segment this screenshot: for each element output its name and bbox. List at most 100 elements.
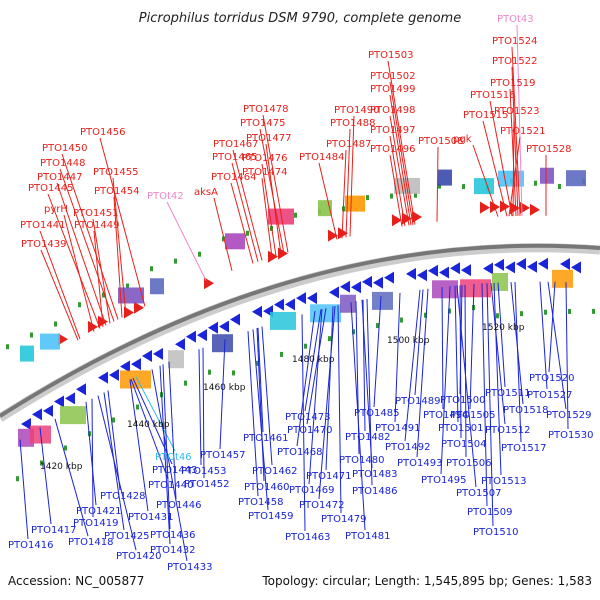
forward-gene-label: PTO1497 [370,125,415,136]
tick-mark-top [198,251,201,257]
tick-mark-bottom [352,329,355,335]
leader-line [318,162,338,240]
protein-domain-block [432,280,458,299]
leader-line [296,310,316,447]
leader-line [168,361,177,500]
reverse-gene-arrow [208,321,218,334]
leader-line [230,182,254,264]
reverse-gene-label: PTO1468 [277,447,322,458]
protein-domain-block [345,195,365,212]
forward-gene-label: PTO1449 [74,220,119,231]
leader-line [389,94,412,226]
reverse-gene-label: PTO1511 [485,388,530,399]
forward-gene-label: PTO1490 [334,105,379,116]
leader-line [247,331,259,497]
reverse-gene-label: PTO1457 [200,450,245,461]
forward-gene-arrow [328,229,338,242]
protein-domain-block [168,350,184,369]
leader-line [389,154,403,227]
leader-line [91,398,94,518]
reverse-gene-label: PTOt46 [155,452,192,463]
reverse-gene-arrow [54,395,64,408]
reverse-gene-arrow [21,417,31,430]
tick-mark-top [390,193,393,199]
leader-line [469,284,475,410]
tick-mark-bottom [40,460,43,466]
leader-line [493,282,502,476]
forward-gene-label: PTO1516 [470,90,515,101]
leader-line [135,376,176,452]
reverse-gene-label: PTO1453 [181,466,226,477]
reverse-gene-arrow [571,261,581,274]
reverse-gene-arrow [340,280,350,293]
reverse-gene-label: PTO1505 [450,410,495,421]
tick-mark-top [126,283,129,289]
leader-line [440,286,451,475]
reverse-gene-arrow [373,276,383,289]
scale-label: 1480 kbp [292,355,335,365]
leader-line [113,196,123,318]
leader-line [349,115,355,237]
protein-domain-block [150,278,164,295]
reverse-gene-label: PTO1494 [423,410,468,421]
leader-line [231,162,259,262]
protein-domain-block [40,333,60,350]
reverse-gene-arrow [197,329,207,342]
leader-line [394,292,401,423]
forward-gene-label: PTO1455 [93,167,138,178]
reverse-gene-arrow [406,267,416,280]
reverse-gene-arrow [307,292,317,305]
tick-mark-top [558,183,561,189]
forward-gene-label: PTOt43 [497,14,534,25]
leader-line [389,135,406,227]
tick-mark-bottom [424,312,427,318]
reverse-gene-arrow [109,368,119,381]
leader-line [265,143,282,255]
leader-line [301,314,306,532]
leader-line [508,136,521,217]
reverse-gene-label: PTO1436 [150,530,195,541]
reverse-gene-label: PTO1530 [548,430,593,441]
reverse-gene-label: PTO1471 [306,471,351,482]
reverse-gene-label: PTO1433 [167,562,212,573]
leader-line [547,281,567,410]
reverse-gene-arrow [483,262,493,275]
reverse-gene-label: PTO1421 [76,506,121,517]
topology-text: Topology: circular; Length: 1,545,895 bp… [261,574,592,588]
leader-line [387,60,416,225]
reverse-gene-label: PTO1480 [339,455,384,466]
reverse-gene-label: PTO1458 [238,497,283,508]
leader-line [565,282,569,430]
forward-gene-label: PTO1474 [242,167,287,178]
tick-mark-top [438,183,441,189]
leader-line [482,120,508,217]
tick-mark-bottom [328,336,331,342]
reverse-gene-label: PTO1513 [481,476,526,487]
protein-domain-block [438,169,452,186]
leader-line [129,379,149,512]
leader-line [489,100,513,217]
reverse-gene-label: PTO1472 [299,500,344,511]
reverse-gene-label: PTO1462 [252,466,297,477]
protein-domain-block [474,178,494,195]
forward-gene-label: PTO1448 [40,158,85,169]
tick-mark-top [294,212,297,218]
tick-mark-bottom [400,317,403,323]
tick-mark-top [414,192,417,198]
protein-domain-block [225,233,245,250]
reverse-gene-label: PTO1510 [473,527,518,538]
forward-gene-label: PTO1477 [246,133,291,144]
reverse-gene-label: PTO1501 [438,423,483,434]
scale-label: 1420 kbp [40,462,83,472]
reverse-gene-arrow [516,257,526,270]
forward-gene-label: PTO1454 [94,186,139,197]
protein-domain-block [372,291,393,310]
tick-mark-bottom [280,351,283,357]
leader-line [516,24,523,216]
reverse-gene-arrow [494,258,504,271]
leader-line [481,283,488,507]
leader-line [93,230,104,328]
leader-line [416,288,429,458]
forward-gene-label: PTO1445 [28,183,73,194]
